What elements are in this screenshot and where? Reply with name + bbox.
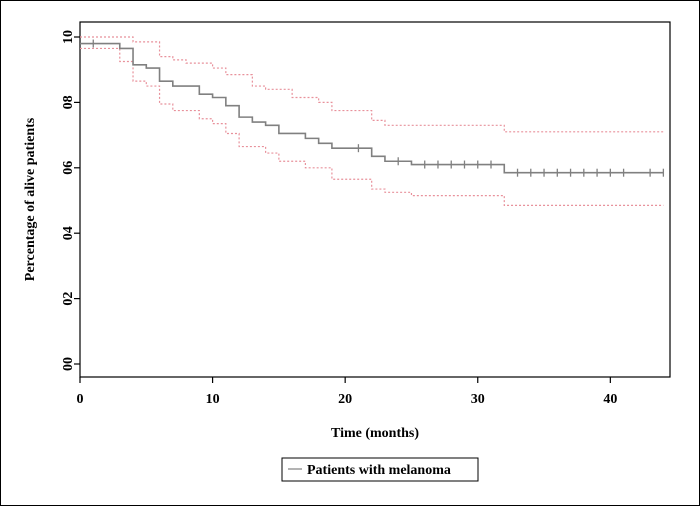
survival-curve xyxy=(80,42,664,174)
x-axis-title: Time (months) xyxy=(331,426,419,441)
x-tick-label: 0 xyxy=(77,392,84,407)
y-tick-label: 08 xyxy=(61,95,76,109)
x-tick-label: 20 xyxy=(338,392,352,407)
lower-confidence-band xyxy=(80,47,664,207)
y-tick-label: 06 xyxy=(61,161,76,175)
x-tick-label: 30 xyxy=(471,392,485,407)
y-tick-label: 00 xyxy=(61,357,76,371)
y-tick-label: 02 xyxy=(61,292,76,306)
y-axis-title: Percentage of alive patients xyxy=(23,117,38,281)
legend-box xyxy=(281,457,479,482)
legend: Patients with melanoma xyxy=(281,457,479,482)
x-tick-label: 40 xyxy=(603,392,617,407)
y-tick-label: 10 xyxy=(61,30,76,44)
x-tick-label: 10 xyxy=(206,392,220,407)
legend-label-survival: Patients with melanoma xyxy=(307,463,451,478)
y-tick-label: 04 xyxy=(61,226,76,240)
upper-confidence-band xyxy=(80,36,664,133)
plot-area-border xyxy=(79,21,671,378)
